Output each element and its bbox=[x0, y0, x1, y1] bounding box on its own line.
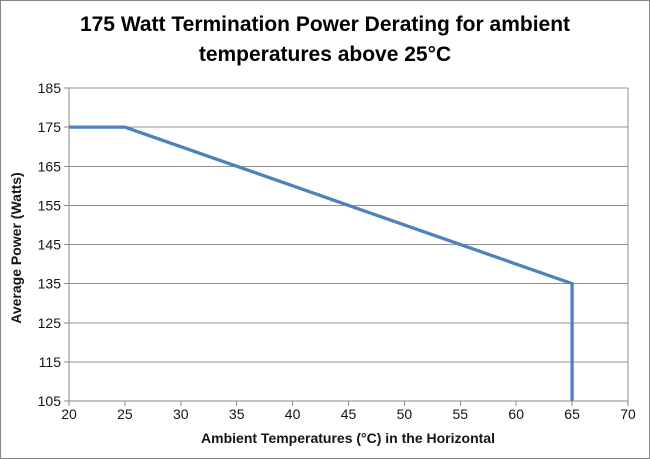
x-tick-label: 35 bbox=[229, 406, 245, 422]
x-axis-title: Ambient Temperatures (°C) in the Horizon… bbox=[201, 430, 495, 446]
y-tick-label: 115 bbox=[39, 354, 62, 370]
y-tick-label: 105 bbox=[38, 393, 62, 409]
x-tick-label: 65 bbox=[564, 406, 580, 422]
x-tick-label: 50 bbox=[397, 406, 413, 422]
x-tick-label: 45 bbox=[341, 406, 357, 422]
x-tick-label: 20 bbox=[61, 406, 77, 422]
x-tick-label: 60 bbox=[508, 406, 524, 422]
y-tick-label: 155 bbox=[38, 197, 62, 213]
y-tick-label: 185 bbox=[38, 80, 62, 96]
x-tick-label: 55 bbox=[453, 406, 469, 422]
y-tick-label: 145 bbox=[38, 237, 62, 253]
y-tick-label: 165 bbox=[38, 158, 62, 174]
x-tick-label: 25 bbox=[117, 406, 133, 422]
chart-title: 175 Watt Termination Power Derating for … bbox=[1, 10, 649, 70]
series-line bbox=[69, 125, 574, 401]
chart-title-line-1: 175 Watt Termination Power Derating for … bbox=[79, 13, 571, 36]
y-tick-label: 175 bbox=[38, 119, 62, 135]
y-tick-label: 135 bbox=[38, 276, 62, 292]
x-tick-label: 30 bbox=[173, 406, 189, 422]
x-tick-label: 70 bbox=[620, 406, 636, 422]
y-tick-label: 125 bbox=[38, 315, 62, 331]
chart-title-line-2: temperatures above 25°C bbox=[198, 43, 452, 66]
x-tick-label: 40 bbox=[285, 406, 301, 422]
